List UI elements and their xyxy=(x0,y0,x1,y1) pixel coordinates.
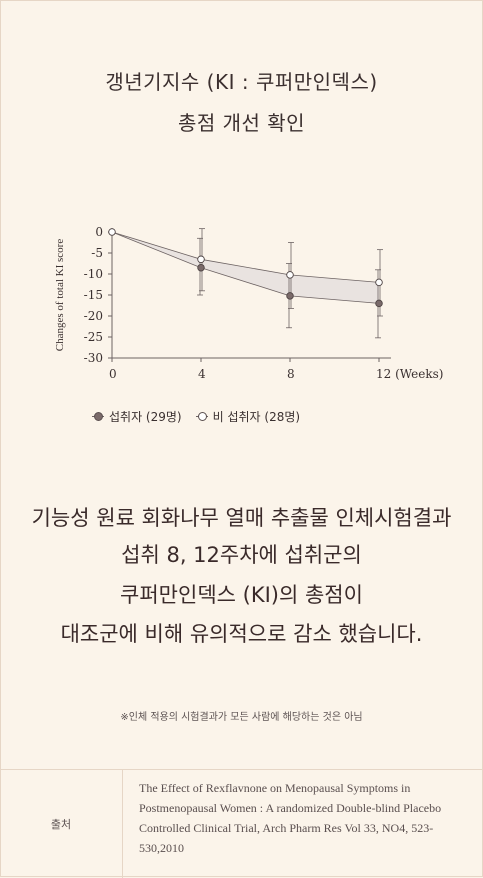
headline-line-2: 섭취 8, 12주차에 섭취군의 xyxy=(121,543,362,567)
series-band xyxy=(112,232,379,304)
y-tick-label: -25 xyxy=(84,330,103,344)
series-line-1 xyxy=(111,231,380,283)
x-tick-label: 0 xyxy=(109,367,117,381)
headline-line-4: 대조군에 비해 유의적으로 감소 했습니다. xyxy=(60,622,423,646)
x-tick-label: 12 (Weeks) xyxy=(376,367,443,381)
chart-legend: 섭취자 (29명) 비 섭취자 (28명) xyxy=(92,408,300,425)
legend-label-control: 비 섭취자 (28명) xyxy=(212,410,301,424)
x-tick-label: 4 xyxy=(198,367,206,381)
y-tick-label: 0 xyxy=(95,225,103,239)
ki-score-chart: 0 -5 -10 -15 -20 -25 -30 0 4 8 12 (Weeks) Changes o… xyxy=(54,225,443,381)
data-point-1 xyxy=(286,271,294,279)
data-point-0 xyxy=(286,292,294,300)
source-citation: The Effect of Rexflavnone on Menopausal … xyxy=(139,781,442,855)
x-tick-label: 8 xyxy=(287,367,295,381)
data-point-1 xyxy=(108,228,116,236)
data-point-0 xyxy=(375,299,383,308)
y-tick-label: -15 xyxy=(84,288,103,302)
data-point-0 xyxy=(197,263,205,272)
legend-item-control: 비 섭취자 (28명) xyxy=(195,408,301,425)
headline-line-3: 쿠퍼만인덱스 (KI)의 총점이 xyxy=(120,583,363,607)
data-point-1 xyxy=(375,278,383,287)
disclaimer-note: ※인체 적용의 시험결과가 모든 사람에 해당하는 것은 아님 xyxy=(120,712,363,723)
source-label: 출처 xyxy=(0,770,123,878)
y-tick-label: -20 xyxy=(84,309,103,323)
legend-marker-open xyxy=(195,412,208,421)
source-table: 출처 The Effect of Rexflavnone on Menopaus… xyxy=(0,769,483,878)
legend-label-intake: 섭취자 (29명) xyxy=(109,410,182,424)
headline-line-1: 기능성 원료 회화나무 열매 추출물 인체시험결과 xyxy=(31,506,452,530)
legend-item-intake: 섭취자 (29명) xyxy=(92,408,182,425)
y-tick-label: -30 xyxy=(84,351,103,365)
page-title: 갱년기지수 (KI : 쿠퍼만인덱스) xyxy=(105,70,378,94)
page-subtitle: 총점 개선 확인 xyxy=(177,111,306,135)
series-line-0 xyxy=(111,231,380,304)
y-axis-label: Changes of total KI score xyxy=(54,239,66,352)
y-tick-label: -5 xyxy=(91,246,103,260)
y-tick-label: -10 xyxy=(84,267,103,281)
data-point-1 xyxy=(197,255,205,264)
legend-marker-filled xyxy=(92,412,104,421)
